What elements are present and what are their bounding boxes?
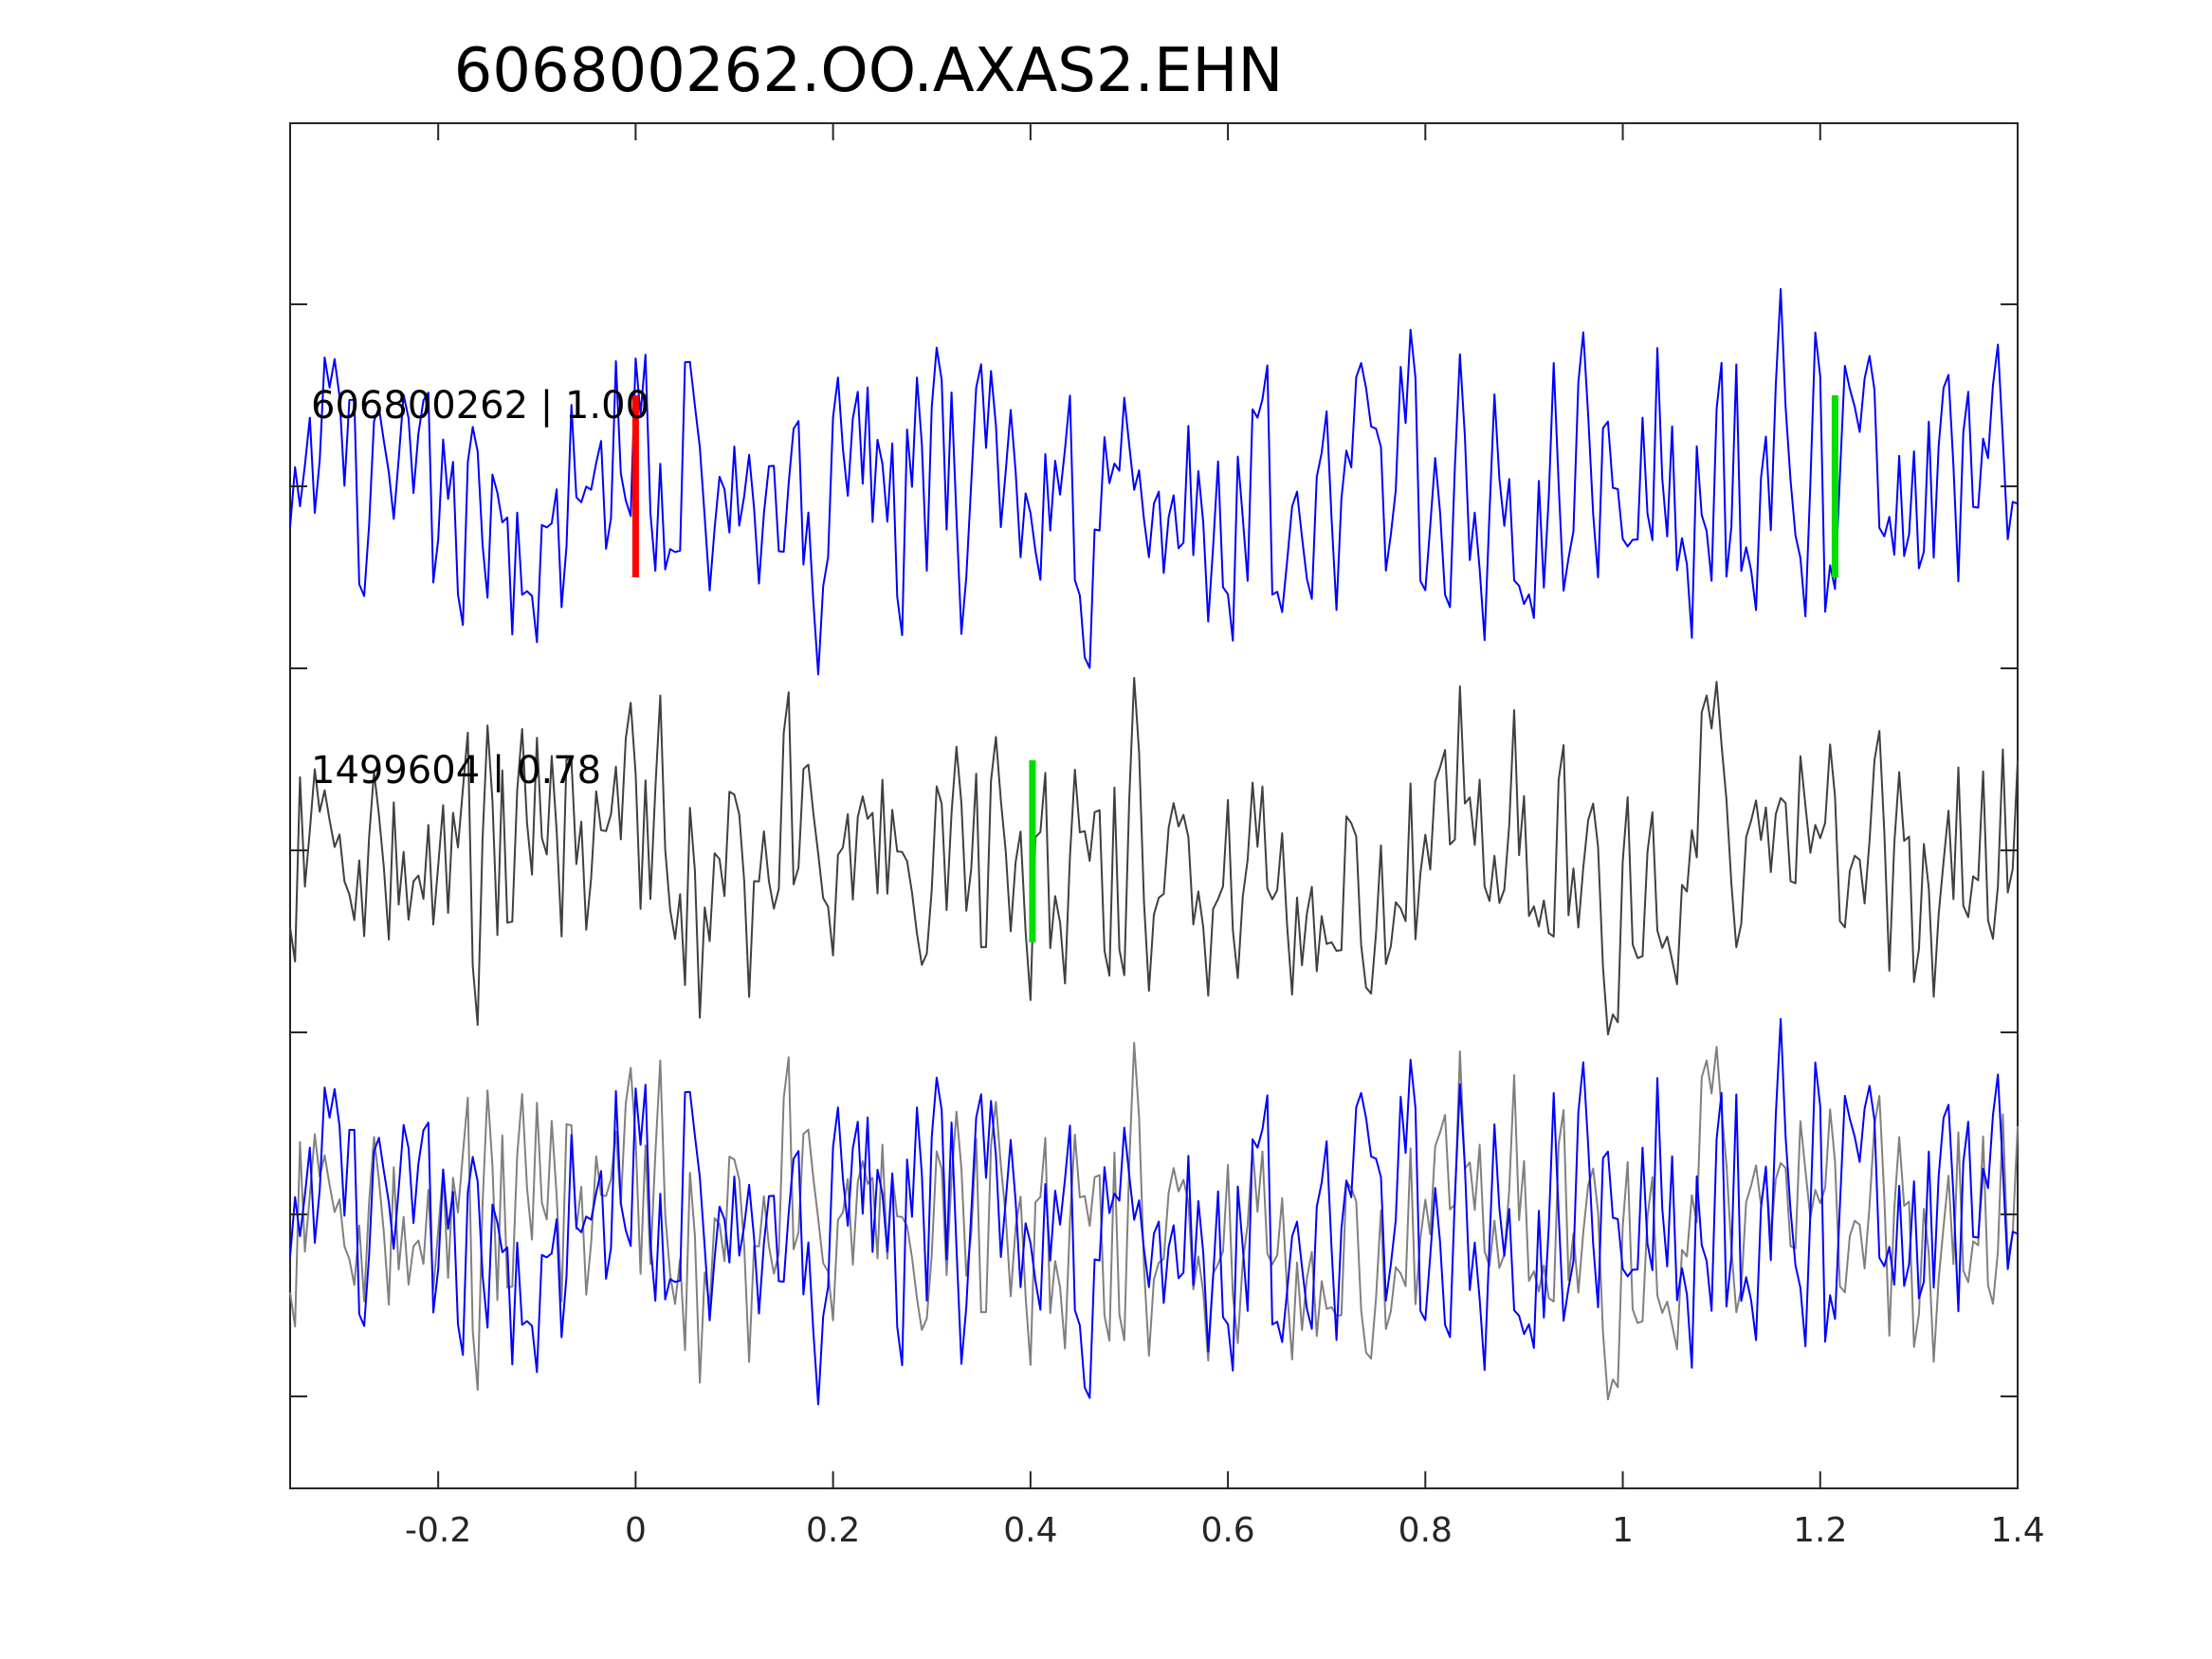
x-tick-label: 1.2: [1793, 1511, 1847, 1550]
template-waveform: [289, 287, 2019, 676]
x-tick-label: -0.2: [405, 1511, 471, 1550]
x-tick-label: 0.8: [1398, 1511, 1453, 1550]
trace-label: 1499604 | 0.78: [311, 749, 601, 793]
x-tick-label: 1.4: [1990, 1511, 2044, 1550]
trace-labels: 606800262 | 1.00 1499604 | 0.78: [311, 384, 649, 793]
overlay-template-waveform: [289, 1017, 2019, 1406]
x-tick-label: 1: [1612, 1511, 1634, 1550]
y-axis: [290, 303, 2018, 1397]
chart-title: 606800262.OO.AXAS2.EHN: [454, 36, 1284, 106]
detection-waveform: [289, 677, 2019, 1036]
plot-area: [289, 122, 2019, 1489]
trace-label: 606800262 | 1.00: [311, 384, 649, 428]
x-tick-label: 0: [625, 1511, 647, 1550]
x-tick-label: 0.6: [1200, 1511, 1254, 1550]
x-tick-label: 0.2: [806, 1511, 860, 1550]
overlay-detection-waveform: [289, 1042, 2019, 1401]
axes-box: [289, 122, 2019, 1489]
x-tick-label: 0.4: [1003, 1511, 1057, 1550]
x-axis: -0.2 0 0.2 0.4 0.6 0.8 1 1.2 1.4: [405, 123, 2045, 1550]
